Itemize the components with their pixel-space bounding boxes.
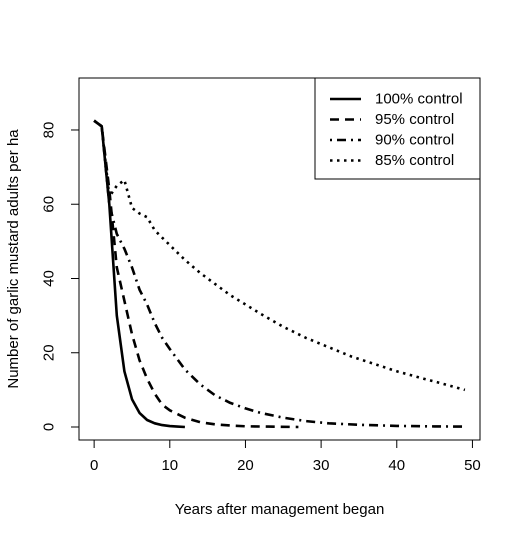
x-tick-label: 10 (161, 457, 178, 474)
legend-label: 95% control (375, 111, 454, 128)
legend-label: 85% control (375, 152, 454, 169)
series-line-3 (93, 119, 466, 392)
series-line-2 (93, 119, 465, 428)
y-axis: 0 20 40 60 80 (41, 122, 80, 431)
x-tick-label: 30 (313, 457, 330, 474)
legend-box (314, 77, 481, 180)
x-tick-label: 40 (388, 457, 405, 474)
x-tick-label: 50 (464, 457, 481, 474)
series-line-1 (93, 119, 299, 429)
x-axis: 0 10 20 30 40 50 (90, 439, 481, 474)
series-layer (93, 119, 466, 429)
y-tick-label: 0 (41, 423, 58, 431)
y-tick-label: 80 (41, 122, 58, 139)
y-tick-label: 40 (41, 270, 58, 287)
legend-label: 90% control (375, 132, 454, 149)
x-axis-title: Years after management began (175, 501, 385, 518)
y-tick-label: 60 (41, 196, 58, 213)
legend: 100% control 95% control 90% control 85% co… (314, 77, 481, 180)
x-tick-label: 20 (237, 457, 254, 474)
legend-label: 100% control (375, 91, 463, 108)
x-tick-label: 0 (90, 457, 98, 474)
y-tick-label: 20 (41, 344, 58, 361)
series-line-0 (93, 119, 185, 429)
y-axis-title: Number of garlic mustard adults per ha (5, 129, 22, 389)
